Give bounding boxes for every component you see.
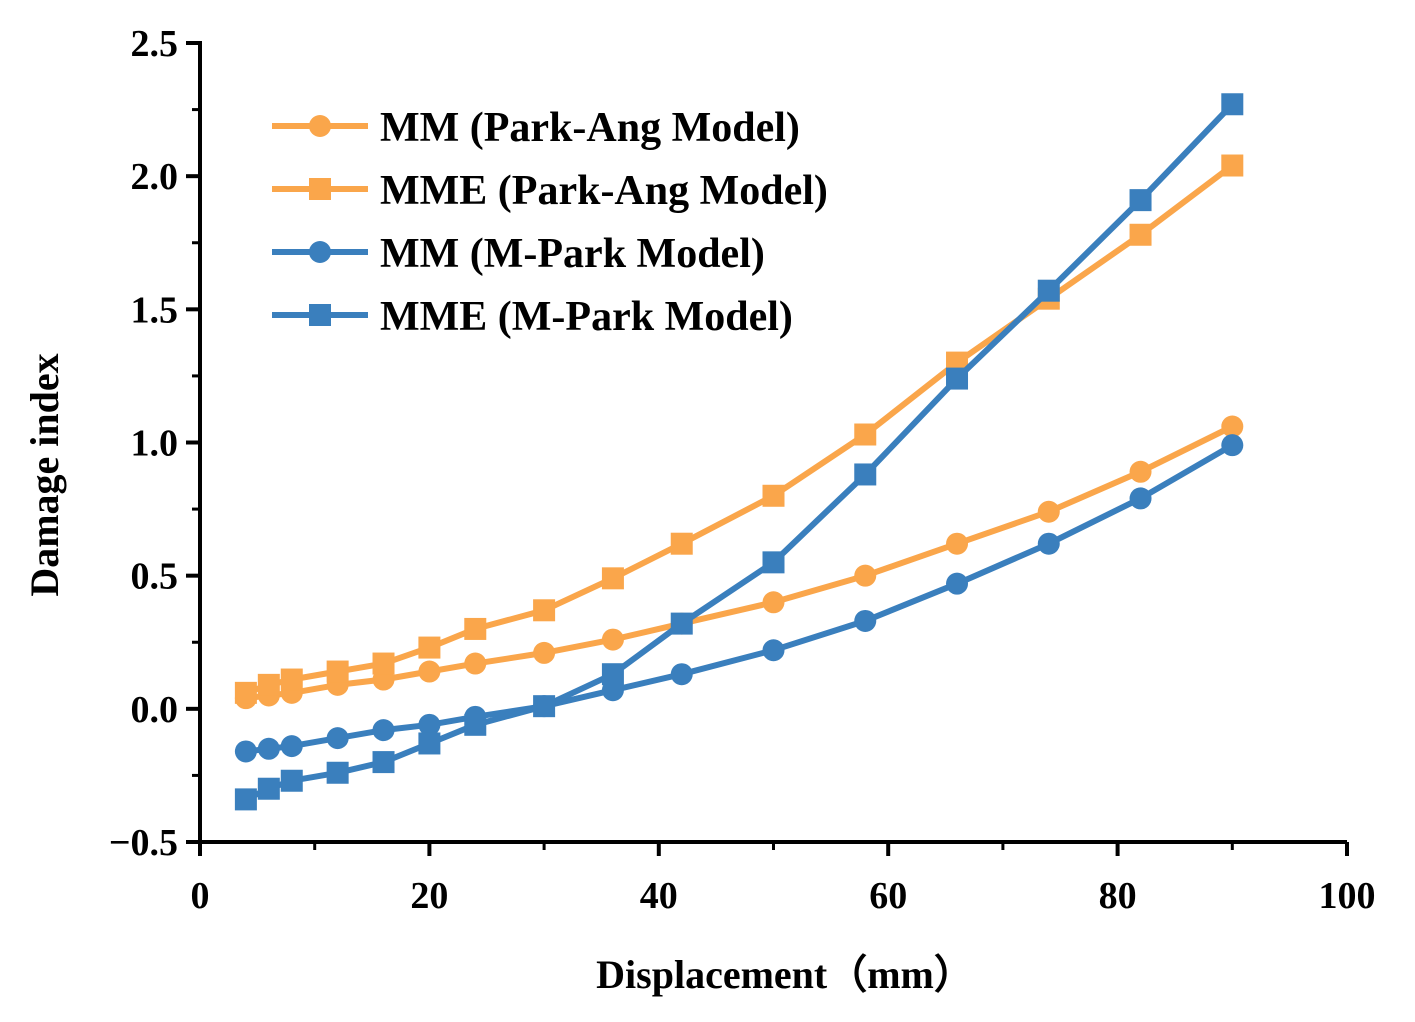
data-point: [234, 740, 257, 763]
y-tick-label: 1.0: [131, 423, 179, 465]
x-tick-label: 100: [1319, 875, 1376, 917]
y-axis-title: Damage index: [22, 353, 67, 596]
data-point: [533, 695, 556, 718]
legend-label: MME (M-Park Model): [380, 294, 793, 340]
data-point: [762, 551, 785, 574]
data-point: [257, 737, 280, 760]
data-point: [372, 751, 395, 774]
data-point: [533, 599, 556, 622]
data-point: [280, 735, 303, 758]
data-point: [464, 617, 487, 640]
data-point: [326, 761, 349, 784]
data-point: [234, 788, 257, 811]
data-point: [1221, 415, 1244, 438]
legend-swatch-marker: [309, 115, 331, 137]
legend-item: MME (M-Park Model): [272, 294, 793, 340]
x-tick-label: 20: [410, 875, 448, 917]
data-point: [234, 681, 257, 704]
data-point: [418, 713, 441, 736]
data-point: [280, 769, 303, 792]
data-point: [854, 463, 877, 486]
data-point: [1221, 434, 1244, 457]
x-tick-label: 0: [191, 875, 210, 917]
data-point: [762, 639, 785, 662]
data-point: [418, 636, 441, 659]
data-point: [372, 719, 395, 742]
series-line: [244, 102, 1235, 803]
legend: MM (Park-Ang Model) MME (Park-Ang Model) M…: [272, 105, 828, 340]
series-line: [245, 442, 1234, 755]
data-point: [372, 652, 395, 675]
legend-item: MM (M-Park Model): [272, 231, 765, 277]
y-tick-label: 1.5: [131, 289, 179, 331]
data-point: [670, 532, 693, 555]
data-point: [1037, 532, 1060, 555]
data-point: [326, 660, 349, 683]
series-4: [234, 93, 1244, 811]
legend-label: MM (Park-Ang Model): [380, 105, 800, 151]
data-point: [1221, 154, 1244, 177]
data-point: [464, 713, 487, 736]
x-tick-label: 40: [640, 875, 678, 917]
y-tick-label: 0.5: [131, 556, 179, 598]
data-point: [326, 727, 349, 750]
data-point: [854, 564, 877, 587]
data-point: [946, 572, 969, 595]
y-tick-label: −0.5: [109, 822, 178, 864]
x-tick-label: 80: [1099, 875, 1137, 917]
data-point: [670, 663, 693, 686]
data-point: [601, 663, 624, 686]
data-point: [854, 609, 877, 632]
data-point: [1221, 93, 1244, 116]
data-point: [280, 668, 303, 691]
legend-item: MM (Park-Ang Model): [272, 105, 800, 151]
data-point: [854, 423, 877, 446]
data-point: [946, 367, 969, 390]
data-point: [418, 732, 441, 755]
data-point: [1129, 189, 1152, 212]
series-line: [245, 423, 1234, 702]
data-point: [1037, 500, 1060, 523]
legend-item: MME (Park-Ang Model): [272, 168, 828, 214]
legend-label: MM (M-Park Model): [380, 231, 765, 277]
x-axis-title: Displacement（mm）: [596, 952, 974, 997]
data-point: [670, 612, 693, 635]
axes-layer: 0 20 40 60 80 100 −0.5 0.0 0.5 1.0 1.5 2.0 2.5: [109, 23, 1376, 917]
data-point: [257, 673, 280, 696]
data-point: [533, 641, 556, 664]
data-point: [257, 777, 280, 800]
legend-label: MME (Park-Ang Model): [380, 168, 828, 214]
series-layer: [234, 93, 1244, 811]
legend-swatch-marker: [309, 241, 331, 263]
data-point: [1129, 223, 1152, 246]
y-tick-label: 2.5: [131, 23, 179, 65]
data-point: [1129, 460, 1152, 483]
data-point: [762, 484, 785, 507]
data-point: [1037, 279, 1060, 302]
series-3: [234, 434, 1244, 763]
y-tick-label: 0.0: [131, 689, 179, 731]
legend-swatch-marker: [309, 178, 331, 200]
x-tick-label: 60: [869, 875, 907, 917]
data-point: [418, 660, 441, 683]
data-point: [1129, 487, 1152, 510]
data-point: [464, 652, 487, 675]
legend-swatch-marker: [309, 304, 331, 326]
y-tick-label: 2.0: [131, 156, 179, 198]
data-point: [762, 591, 785, 614]
data-point: [601, 628, 624, 651]
data-point: [601, 567, 624, 590]
data-point: [946, 532, 969, 555]
